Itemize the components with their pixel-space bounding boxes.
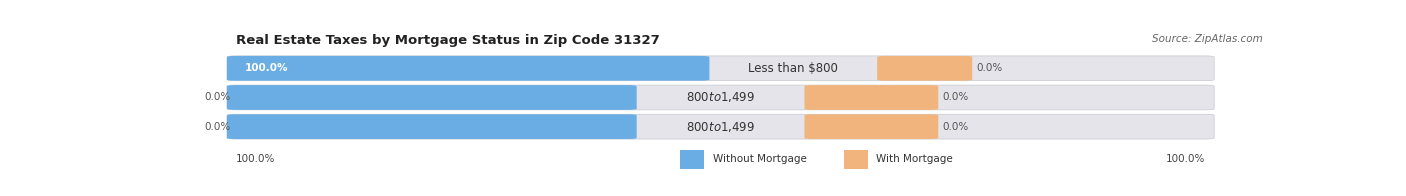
Text: 100.0%: 100.0%	[245, 63, 288, 73]
FancyBboxPatch shape	[226, 114, 1215, 139]
FancyBboxPatch shape	[804, 85, 938, 110]
FancyBboxPatch shape	[844, 150, 868, 169]
Text: 0.0%: 0.0%	[204, 93, 231, 103]
Text: 100.0%: 100.0%	[236, 154, 276, 164]
FancyBboxPatch shape	[877, 56, 972, 81]
Text: 0.0%: 0.0%	[977, 63, 1002, 73]
Text: 0.0%: 0.0%	[942, 93, 969, 103]
FancyBboxPatch shape	[226, 56, 1215, 81]
FancyBboxPatch shape	[226, 85, 637, 110]
Text: Source: ZipAtlas.com: Source: ZipAtlas.com	[1153, 34, 1263, 44]
Text: 0.0%: 0.0%	[204, 122, 231, 132]
FancyBboxPatch shape	[226, 85, 1215, 110]
FancyBboxPatch shape	[804, 114, 938, 139]
Text: $800 to $1,499: $800 to $1,499	[686, 91, 755, 104]
FancyBboxPatch shape	[681, 150, 704, 169]
Text: Without Mortgage: Without Mortgage	[713, 154, 807, 164]
Text: Real Estate Taxes by Mortgage Status in Zip Code 31327: Real Estate Taxes by Mortgage Status in …	[236, 34, 659, 47]
Text: With Mortgage: With Mortgage	[876, 154, 953, 164]
FancyBboxPatch shape	[226, 56, 710, 81]
Text: 100.0%: 100.0%	[1166, 154, 1205, 164]
Text: 0.0%: 0.0%	[942, 122, 969, 132]
FancyBboxPatch shape	[226, 114, 637, 139]
Text: $800 to $1,499: $800 to $1,499	[686, 120, 755, 134]
Text: Less than $800: Less than $800	[748, 62, 838, 75]
